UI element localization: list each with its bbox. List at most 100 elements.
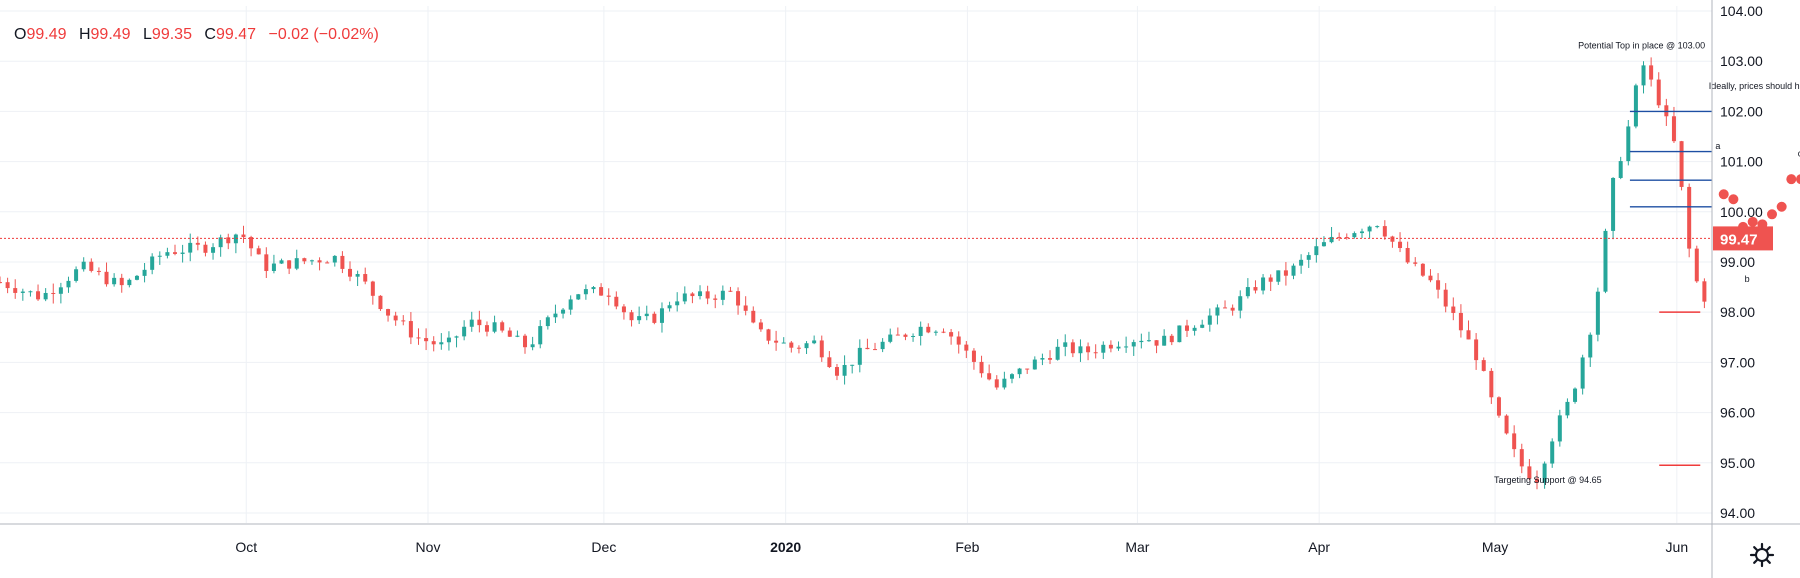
candle-body (1344, 237, 1349, 239)
candle-body (599, 287, 604, 296)
candle-body (355, 274, 360, 277)
candle-body (834, 367, 839, 376)
candle-body (1443, 289, 1448, 307)
candle-body (553, 313, 558, 318)
candle-body (142, 269, 147, 276)
candle-body (249, 237, 254, 249)
candle-body (1238, 296, 1243, 311)
candle-body (1527, 466, 1532, 479)
x-tick-label: May (1482, 539, 1508, 555)
candle-body (796, 347, 801, 349)
candle-body (1573, 388, 1578, 402)
candle-body (1261, 277, 1266, 291)
candle-body (1329, 236, 1334, 243)
candle-body (523, 335, 528, 348)
horizontal-lines[interactable] (0, 110, 1712, 467)
candle-body (1588, 334, 1593, 358)
annotations: Potential Top in place @ 103.00 Ideally, … (1494, 41, 1800, 485)
candle-body (340, 255, 345, 269)
candle-body (1070, 342, 1075, 354)
candle-body (386, 309, 391, 316)
marker-dot (1728, 194, 1739, 205)
y-tick-label: 104.00 (1720, 3, 1763, 19)
candle-body (1557, 415, 1562, 442)
grid (0, 6, 1712, 523)
gear-icon (1749, 542, 1775, 568)
candle-body (857, 347, 862, 365)
marker-dot (1786, 174, 1797, 185)
candle-body (1641, 65, 1646, 86)
candle-body (1466, 330, 1471, 340)
settings-gear-button[interactable] (1747, 540, 1777, 570)
candle-body (1200, 324, 1205, 328)
candle-body (880, 341, 885, 350)
high-label: H (78, 26, 91, 43)
candle-body (1694, 248, 1699, 282)
candle-body (477, 319, 482, 326)
candle-body (1025, 368, 1030, 370)
candle-body (736, 291, 741, 306)
candle-body (1139, 340, 1144, 343)
candle-body (918, 326, 923, 336)
candle-body (1162, 335, 1167, 346)
candle-body (941, 331, 946, 333)
candle-body (1093, 352, 1098, 354)
candle-body (1146, 340, 1151, 342)
candle-body (515, 335, 520, 337)
candle-body (1253, 287, 1258, 291)
candle-body (180, 252, 185, 254)
candle-body (781, 342, 786, 344)
candle-body (804, 343, 809, 349)
candle-body (827, 357, 832, 368)
candle-body (28, 291, 33, 293)
candle-body (1055, 346, 1060, 360)
candle-body (895, 334, 900, 336)
candle-body (36, 291, 41, 300)
candle-body (507, 330, 512, 337)
candle-body (43, 292, 48, 300)
y-tick-label: 103.00 (1720, 53, 1763, 69)
candle-body (1314, 246, 1319, 256)
candle-body (1481, 360, 1486, 371)
marker-dot (1795, 174, 1800, 185)
candle-body (1603, 230, 1608, 292)
candle-body (629, 312, 634, 321)
candle-body (1618, 161, 1623, 178)
candle-body (1192, 327, 1197, 331)
marker-dot (1718, 189, 1729, 200)
candle-body (454, 336, 459, 338)
candle-body (1519, 449, 1524, 467)
candle-body (96, 270, 101, 272)
candle-body (1458, 312, 1463, 331)
candle-body (492, 322, 497, 332)
candle-body (1504, 415, 1509, 434)
annotation-text: Ideally, prices should hold below 102.00 (1709, 81, 1800, 91)
candle-body (1679, 141, 1684, 187)
candle-body (690, 293, 695, 297)
candle-body (1032, 359, 1037, 370)
candle-body (637, 316, 642, 321)
candle-body (424, 338, 429, 342)
candle-body (644, 313, 649, 317)
x-tick-label: Jun (1666, 539, 1689, 555)
candle-body (5, 282, 10, 289)
candle-body (195, 242, 200, 245)
candle-body (1154, 340, 1159, 346)
candle-body (682, 293, 687, 302)
candle-body (1268, 277, 1273, 282)
candle-body (1291, 265, 1296, 276)
candle-body (1649, 65, 1654, 80)
candle-body (819, 340, 824, 358)
candle-body (66, 280, 71, 288)
candle-body (979, 361, 984, 374)
candle-body (1359, 231, 1364, 234)
candle-body (89, 261, 94, 271)
candle-body (134, 275, 139, 280)
candle-body (538, 326, 543, 345)
candle-body (157, 255, 162, 257)
marker-dot (1747, 216, 1758, 227)
candle-body (652, 313, 657, 323)
candle-body (865, 347, 870, 350)
candle-body (842, 364, 847, 376)
